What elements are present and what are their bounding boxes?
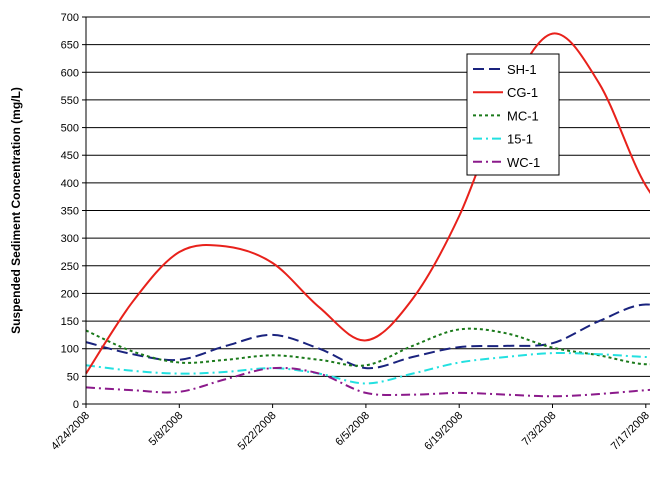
legend: SH-1 CG-1 MC-1 15-1 WC-1 [466, 53, 560, 176]
legend-label: CG-1 [507, 85, 538, 100]
legend-label: 15-1 [507, 132, 533, 147]
y-tick-label: 200 [61, 288, 79, 300]
y-tick-label: 150 [61, 316, 79, 328]
y-tick-label: 300 [61, 233, 79, 245]
y-axis-ticks: 0 50 100 150 200 250 300 350 400 450 500 550 600 650 7… [61, 12, 86, 411]
series-line-sh-1 [85, 303, 650, 370]
y-axis-label: Suspended Sediment Concentration (mg/L) [9, 87, 23, 334]
y-tick-label: 350 [61, 206, 79, 218]
x-tick-label: 6/19/2008 [422, 410, 465, 453]
x-axis-ticks: 4/24/2008 5/8/2008 5/22/2008 6/5/2008 6/19/2… [49, 404, 650, 453]
y-tick-label: 100 [61, 344, 79, 356]
y-tick-label: 650 [61, 40, 79, 52]
y-tick-label: 50 [67, 371, 79, 383]
x-tick-label: 7/17/2008 [609, 410, 650, 453]
x-tick-label: 5/22/2008 [236, 410, 279, 453]
series-line-wc-1 [85, 366, 650, 398]
x-tick-label: 6/5/2008 [333, 410, 372, 449]
legend-label: MC-1 [507, 108, 539, 123]
legend-label: WC-1 [507, 155, 540, 170]
axes [85, 17, 650, 405]
y-tick-label: 500 [61, 123, 79, 135]
series-lines [85, 32, 650, 398]
y-tick-label: 400 [61, 178, 79, 190]
y-tick-label: 550 [61, 95, 79, 107]
series-line-mc-1 [85, 327, 650, 367]
legend-box [466, 53, 560, 176]
legend-label: SH-1 [507, 62, 537, 77]
y-tick-label: 600 [61, 67, 79, 79]
x-tick-label: 4/24/2008 [49, 410, 92, 453]
y-tick-label: 450 [61, 150, 79, 162]
gridlines [86, 16, 650, 377]
y-tick-label: 250 [61, 261, 79, 273]
x-tick-label: 7/3/2008 [520, 410, 559, 449]
y-tick-label: 700 [61, 12, 79, 24]
x-tick-label: 5/8/2008 [147, 410, 186, 449]
series-line-cg-1 [85, 32, 650, 375]
y-tick-label: 0 [73, 399, 79, 411]
